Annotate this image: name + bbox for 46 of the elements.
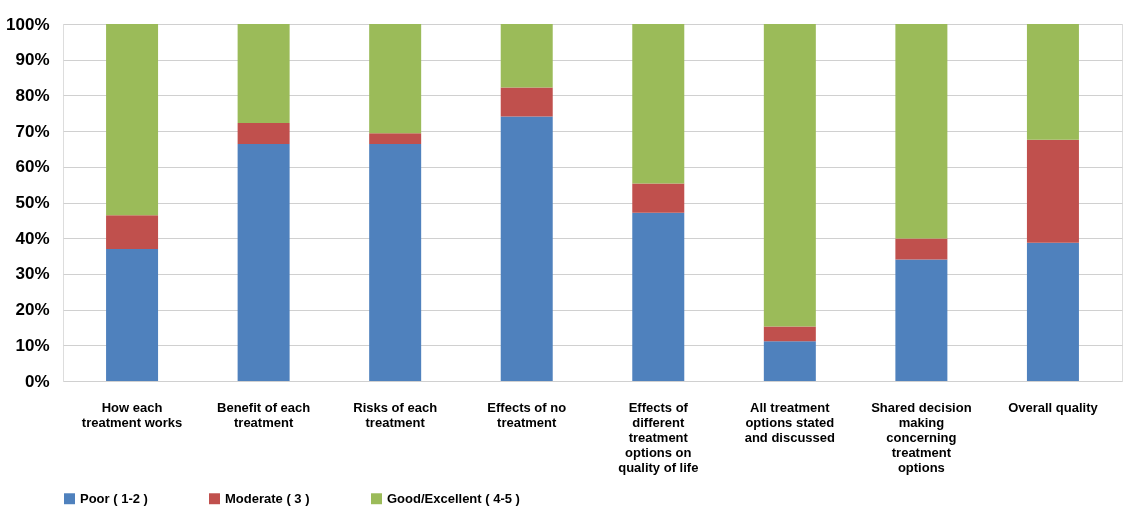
x-tick-label: Overall quality (1008, 399, 1099, 415)
bar (106, 24, 159, 216)
bar (1026, 139, 1079, 243)
x-tick-label: Risks of each treatment (353, 399, 438, 430)
y-tick-label: 20% (15, 300, 50, 320)
bar (500, 87, 553, 117)
y-tick-label: 90% (15, 50, 50, 70)
x-tick-label: Shared decision making concerning treatment options (871, 399, 972, 475)
legend-label: Poor ( 1-2 ) (80, 490, 148, 506)
bar (369, 133, 422, 144)
bar (500, 116, 553, 381)
x-tick-label: Benefit of each treatment (217, 399, 311, 430)
bar (1026, 242, 1079, 381)
bar (763, 341, 816, 381)
bar (369, 143, 422, 381)
y-tick-label: 0% (24, 371, 50, 391)
bar (237, 143, 290, 381)
y-tick-label: 70% (15, 121, 50, 141)
bar (895, 238, 948, 260)
bar (500, 24, 553, 88)
bar (763, 24, 816, 327)
bar (632, 212, 685, 381)
bar (632, 24, 685, 184)
x-tick-label: How each treatment works (81, 399, 183, 430)
bar (369, 24, 422, 134)
y-tick-label: 50% (15, 193, 50, 212)
x-tick-label: All treatment options stated and discussed (744, 399, 836, 445)
bar (237, 122, 290, 144)
legend-label: Moderate ( 3 ) (225, 490, 310, 506)
y-tick-label: 30% (15, 264, 50, 284)
bar (895, 259, 948, 381)
y-tick-label: 80% (15, 85, 50, 105)
bar (106, 248, 159, 381)
bar (632, 183, 685, 213)
y-tick-label: 40% (15, 228, 50, 248)
bar (895, 24, 948, 239)
y-tick-label: 60% (15, 157, 50, 177)
x-tick-label: Effects of different treatment options on quality of life (618, 399, 699, 475)
bar (237, 24, 290, 123)
bar (763, 326, 816, 342)
y-tick-label: 100% (6, 14, 50, 34)
legend-label: Good/Excellent ( 4-5 ) (387, 490, 520, 506)
x-tick-label: Effects of no treatment (487, 399, 567, 430)
bar (1026, 24, 1079, 140)
bar (106, 215, 159, 249)
y-tick-label: 10% (15, 335, 50, 355)
